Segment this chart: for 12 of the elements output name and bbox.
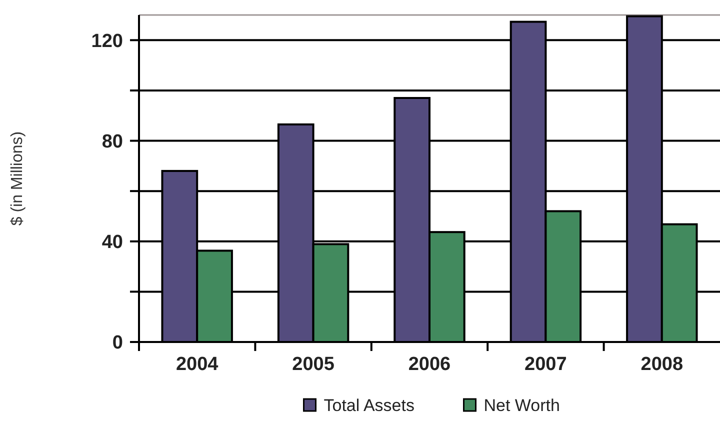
y-tick-label: 0 (112, 332, 123, 354)
x-tick-label: 2007 (524, 354, 567, 375)
legend-label: Total Assets (324, 396, 414, 415)
x-tick-label: 2008 (640, 354, 684, 375)
y-axis-title: $ (in Millions) (9, 131, 26, 226)
x-tick-label: 2005 (292, 354, 335, 375)
y-tick-label: 120 (91, 30, 123, 52)
x-tick-label: 2004 (176, 354, 219, 375)
y-tick-label: 80 (102, 131, 123, 152)
x-tick-label: 2006 (408, 354, 451, 375)
y-tick-label: 40 (102, 232, 123, 254)
legend-label: Net Worth (484, 396, 560, 415)
